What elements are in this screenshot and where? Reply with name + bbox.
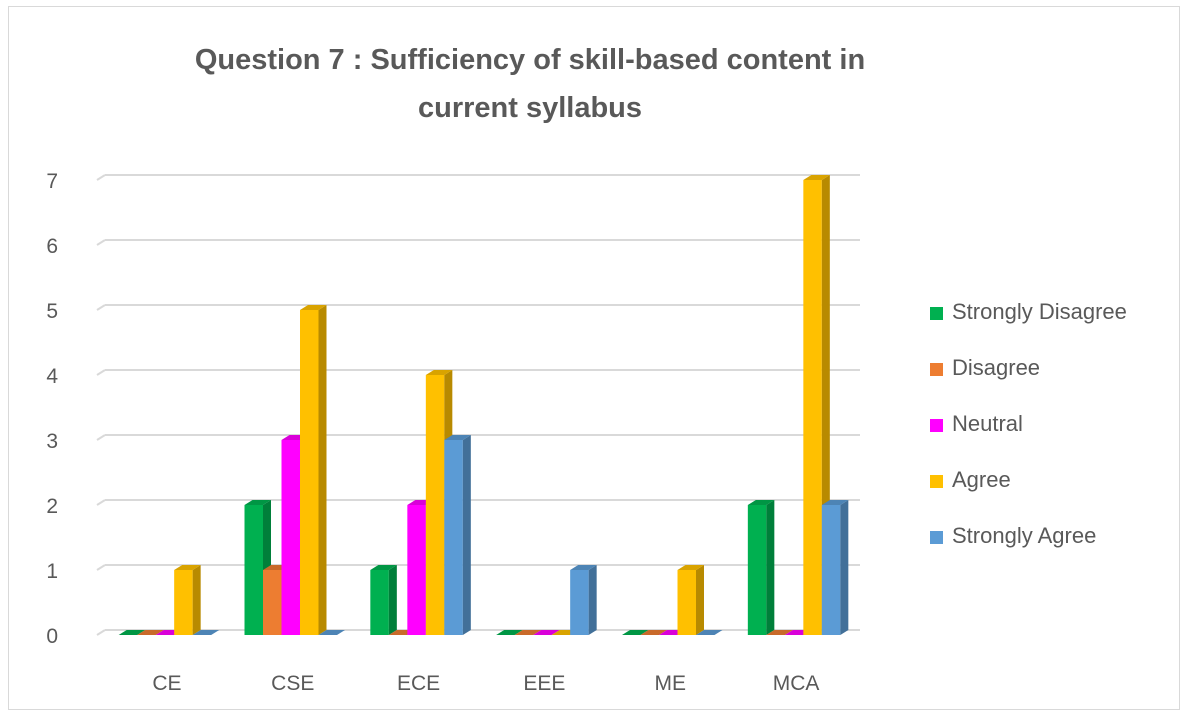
bar (318, 629, 345, 635)
x-tick-label: CE (152, 672, 181, 695)
gridline-depth (96, 239, 106, 246)
bar (174, 565, 201, 635)
y-tick-label: 7 (46, 170, 58, 193)
gridline-depth (96, 564, 106, 571)
x-tick-label: ME (655, 672, 687, 695)
y-tick-label: 1 (46, 560, 58, 583)
x-tick-label: CSE (271, 672, 314, 695)
bar (747, 500, 775, 635)
legend-swatch (930, 475, 943, 488)
bar (300, 305, 327, 635)
y-axis-ticks: 0 1 2 3 4 5 6 7 (46, 170, 58, 648)
legend-item: Disagree (930, 352, 1180, 408)
legend-item: Strongly Disagree (930, 296, 1180, 352)
bar (444, 435, 471, 635)
legend-label: Agree (952, 467, 1011, 492)
legend-swatch (930, 419, 943, 432)
legend-label: Disagree (952, 355, 1041, 380)
chart-title: Question 7 : Sufficiency of skill-based … (194, 44, 866, 124)
y-tick-label: 2 (46, 495, 58, 518)
bars (118, 175, 849, 635)
x-tick-label: EEE (523, 672, 565, 695)
gridline-depth (96, 369, 106, 376)
x-tick-label: ECE (397, 672, 440, 695)
gridline-depth (96, 629, 106, 636)
legend-item: Neutral (930, 408, 1180, 464)
y-tick-label: 5 (46, 300, 58, 323)
legend-item: Strongly Agree (930, 520, 1180, 576)
x-axis-ticks: CE CSE ECE EEE ME MCA (152, 672, 819, 695)
legend-swatch (930, 307, 943, 320)
legend-item: Agree (930, 464, 1180, 520)
bar (696, 629, 723, 635)
gridline-depth (96, 174, 106, 181)
gridline-depth (96, 434, 106, 441)
legend-label: Strongly Disagree (952, 299, 1127, 324)
bar (570, 565, 597, 635)
bar (677, 565, 704, 635)
legend-swatch (930, 531, 943, 544)
y-tick-label: 3 (46, 430, 58, 453)
legend-label: Strongly Agree (952, 523, 1097, 548)
y-tick-label: 4 (46, 365, 58, 388)
legend-swatch (930, 363, 943, 376)
y-tick-label: 0 (46, 625, 58, 648)
gridlines (96, 174, 860, 636)
y-tick-label: 6 (46, 235, 58, 258)
gridline-depth (96, 499, 106, 506)
legend-label: Neutral (952, 411, 1023, 436)
x-tick-label: MCA (773, 672, 820, 695)
bar (821, 500, 849, 635)
legend: Strongly Disagree Disagree Neutral Agree Str… (930, 296, 1180, 576)
gridline-depth (96, 304, 106, 311)
bar (192, 629, 220, 635)
bar (370, 565, 397, 635)
